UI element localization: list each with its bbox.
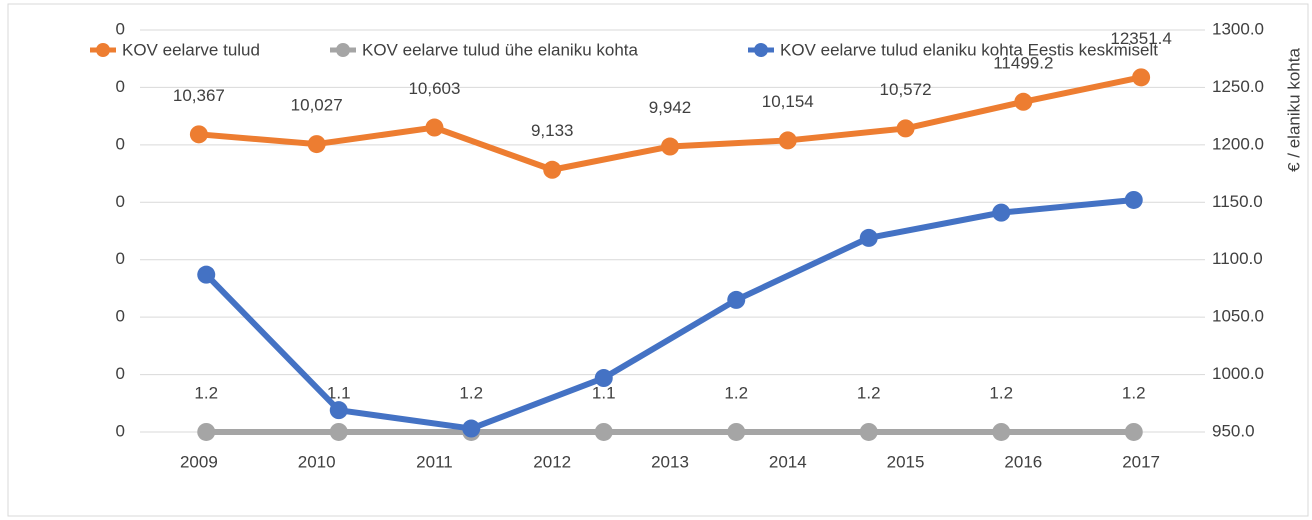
data-label: 9,942 — [649, 98, 692, 117]
data-label: 1.1 — [592, 383, 616, 402]
y-tick-label: 0 — [116, 19, 125, 38]
data-point — [859, 228, 878, 247]
data-label: 10,154 — [762, 92, 814, 111]
data-point — [197, 265, 216, 284]
data-point — [778, 131, 797, 150]
data-point — [197, 422, 216, 441]
data-point — [329, 422, 348, 441]
y2-tick-label: 950.0 — [1212, 421, 1255, 440]
data-label: 10,027 — [291, 96, 343, 115]
x-tick-label: 2017 — [1122, 452, 1160, 471]
legend-marker — [336, 43, 350, 57]
y2-tick-label: 1100.0 — [1212, 249, 1263, 268]
y-tick-label: 0 — [116, 249, 125, 268]
y2-tick-label: 1250.0 — [1212, 77, 1264, 96]
data-point — [661, 137, 679, 156]
data-point — [307, 135, 326, 154]
series-line — [204, 197, 1135, 432]
data-label: 1.1 — [327, 383, 351, 402]
data-point — [594, 422, 613, 441]
y-tick-label: 0 — [116, 77, 125, 96]
y2-axis-title: € / elaniku kohta — [1284, 48, 1303, 172]
data-point — [992, 203, 1011, 222]
x-tick-label: 2016 — [1004, 452, 1042, 471]
x-tick-label: 2012 — [533, 452, 571, 471]
data-label: 10,367 — [173, 86, 225, 105]
data-label: 12351.4 — [1110, 29, 1171, 48]
data-point — [189, 125, 208, 144]
data-point — [859, 422, 878, 441]
data-point — [896, 119, 915, 138]
y2-tick-label: 1200.0 — [1212, 134, 1264, 153]
x-tick-label: 2013 — [651, 452, 689, 471]
data-point — [1014, 92, 1033, 111]
legend-label: KOV eelarve tulud ühe elaniku kohta — [362, 40, 639, 59]
legend-marker — [96, 43, 110, 57]
y2-tick-label: 1150.0 — [1212, 192, 1263, 211]
data-label: 11499.2 — [993, 53, 1053, 72]
data-label: 1.2 — [1122, 383, 1146, 402]
legend-label: KOV eelarve tulud — [122, 40, 260, 59]
y-tick-label: 0 — [116, 134, 125, 153]
data-point — [992, 422, 1011, 441]
data-point — [425, 118, 444, 137]
data-point — [1124, 422, 1143, 441]
data-point — [727, 422, 746, 441]
y2-tick-label: 1300.0 — [1212, 19, 1264, 38]
data-label: 1.2 — [194, 383, 218, 402]
y-tick-label: 0 — [116, 364, 125, 383]
y-tick-label: 0 — [116, 421, 125, 440]
data-point — [594, 369, 613, 388]
data-label: 1.2 — [459, 383, 483, 402]
data-point — [462, 419, 481, 438]
legend-label: KOV eelarve tulud elaniku kohta Eestis k… — [780, 40, 1158, 59]
y2-tick-label: 1000.0 — [1212, 364, 1264, 383]
data-point — [543, 160, 562, 179]
data-point — [1124, 190, 1143, 209]
x-tick-label: 2011 — [416, 452, 453, 471]
data-label: 1.2 — [989, 383, 1013, 402]
x-tick-label: 2010 — [298, 452, 336, 471]
y2-tick-label: 1050.0 — [1212, 307, 1264, 326]
x-tick-label: 2009 — [180, 452, 218, 471]
data-label: 1.2 — [857, 383, 881, 402]
x-tick-label: 2015 — [887, 452, 925, 471]
data-point — [329, 401, 348, 420]
data-label: 1.2 — [724, 383, 748, 402]
data-label: 10,572 — [880, 80, 932, 99]
data-label: 10,603 — [408, 79, 460, 98]
y-tick-label: 0 — [116, 192, 125, 211]
x-tick-label: 2014 — [769, 452, 807, 471]
data-point — [727, 290, 746, 309]
data-label: 9,133 — [531, 121, 574, 140]
data-point — [1132, 68, 1151, 87]
legend-marker — [754, 43, 768, 57]
y-tick-label: 0 — [116, 307, 125, 326]
